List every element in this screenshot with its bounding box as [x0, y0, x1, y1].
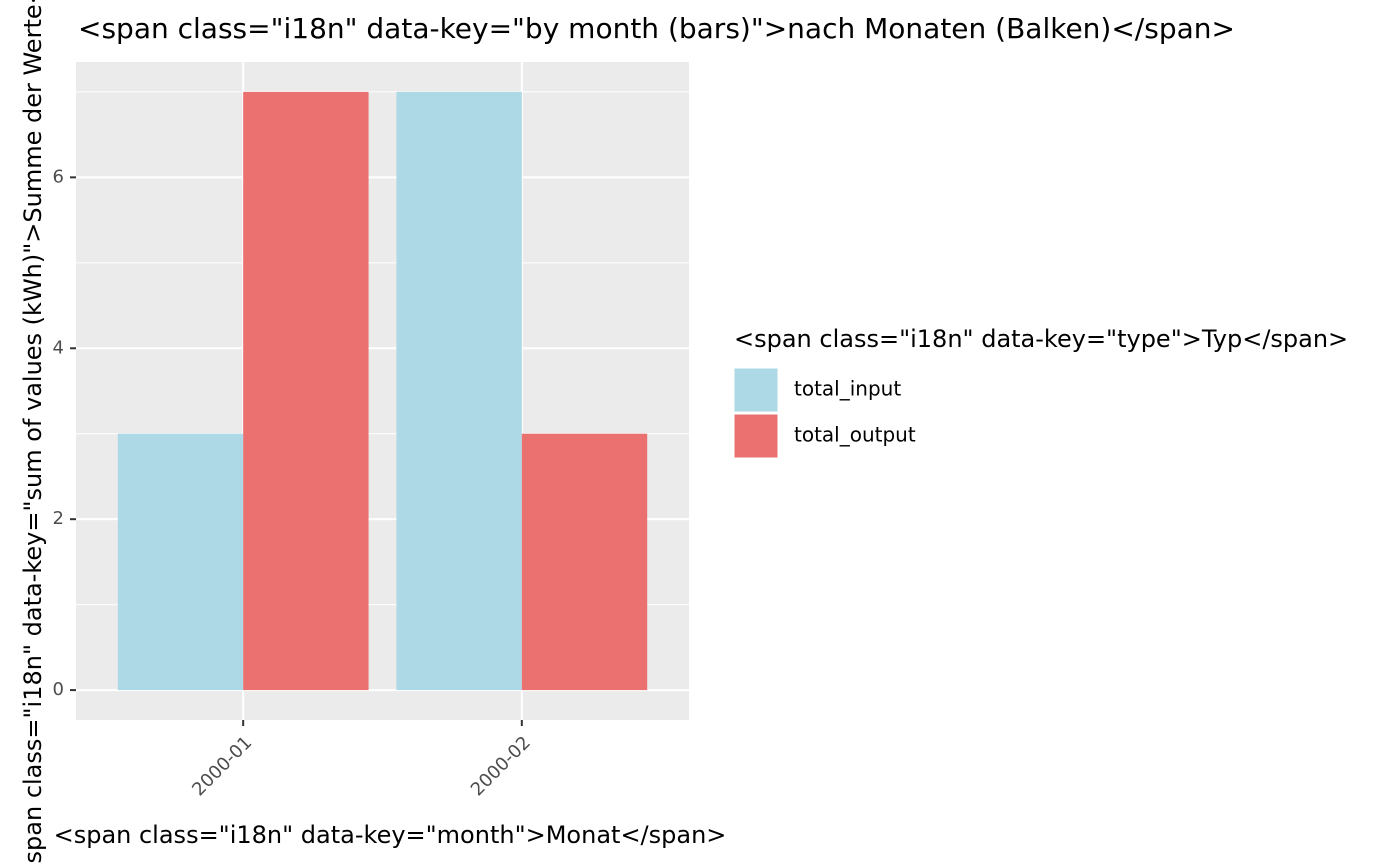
legend-key: [733, 367, 779, 413]
y-axis-title: <span class="i18n" data-key="sum of valu…: [19, 0, 47, 866]
x-axis-title: <span class="i18n" data-key="month">Mona…: [54, 821, 727, 849]
bar: [396, 91, 522, 691]
bar: [117, 433, 244, 691]
x-tick-label: 2000-02: [467, 732, 535, 800]
y-tick-label: 6: [53, 166, 64, 187]
x-tick-label: 2000-01: [188, 732, 256, 800]
chart-title: <span class="i18n" data-key="by month (b…: [78, 12, 1235, 45]
bar: [521, 433, 648, 691]
y-tick-label: 2: [53, 508, 64, 529]
y-tick-label: 0: [53, 679, 64, 700]
y-tick-label: 4: [53, 337, 64, 358]
legend-label: total_input: [794, 377, 901, 401]
bar: [243, 91, 369, 691]
legend-title: <span class="i18n" data-key="type">Typ</…: [734, 325, 1348, 353]
legend-key: [733, 413, 779, 459]
legend-label: total_output: [794, 423, 916, 447]
